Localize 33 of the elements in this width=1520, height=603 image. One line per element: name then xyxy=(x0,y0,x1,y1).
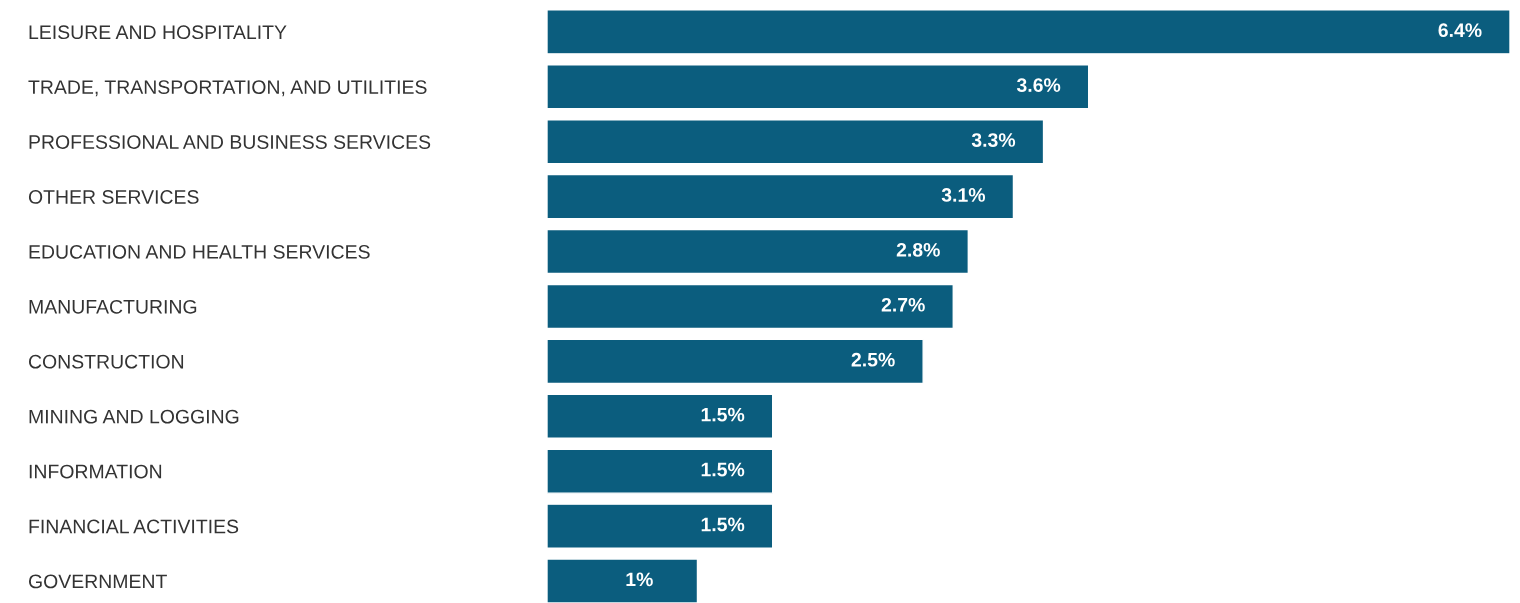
y-tick-label: INFORMATION xyxy=(29,464,162,479)
bar xyxy=(547,283,954,330)
bar xyxy=(547,119,1045,165)
y-tick-label: MANUFACTURING xyxy=(29,299,197,314)
y-tick-label: CONSTRUCTION xyxy=(28,354,184,369)
y-tick-label: TRADE, TRANSPORTATION, AND UTILITIES xyxy=(28,80,427,97)
y-tick-label: FINANCIAL ACTIVITIES xyxy=(29,519,239,534)
y-tick-label: MINING AND LOGGING xyxy=(29,409,239,424)
bar xyxy=(547,558,699,603)
data-label: 1.5% xyxy=(701,517,745,532)
data-label: 1.5% xyxy=(701,407,745,422)
data-label: 3.6% xyxy=(1016,78,1061,93)
bar xyxy=(547,228,970,275)
y-tick-label: GOVERNMENT xyxy=(28,574,167,589)
y-tick-label: EDUCATION AND HEALTH SERVICES xyxy=(29,244,370,259)
y-tick-label: OTHER SERVICES xyxy=(28,190,199,204)
bar xyxy=(547,503,774,549)
data-label: 1.5% xyxy=(701,462,745,477)
bar xyxy=(547,64,1090,110)
data-label: 6.4% xyxy=(1438,23,1482,38)
bar xyxy=(547,338,924,385)
bar xyxy=(547,393,774,439)
data-label: 2.7% xyxy=(881,297,925,312)
bar xyxy=(547,9,1510,55)
data-label: 2.8% xyxy=(896,242,940,257)
data-label: 2.5% xyxy=(851,352,895,367)
data-label: 1% xyxy=(626,572,653,587)
data-label: 3.1% xyxy=(941,188,986,202)
bar xyxy=(547,173,1015,220)
data-label: 3.3% xyxy=(971,133,1016,147)
y-tick-label: PROFESSIONAL AND BUSINESS SERVICES xyxy=(29,135,431,149)
bar xyxy=(547,448,774,494)
y-tick-label: LEISURE AND HOSPITALITY xyxy=(29,25,287,40)
